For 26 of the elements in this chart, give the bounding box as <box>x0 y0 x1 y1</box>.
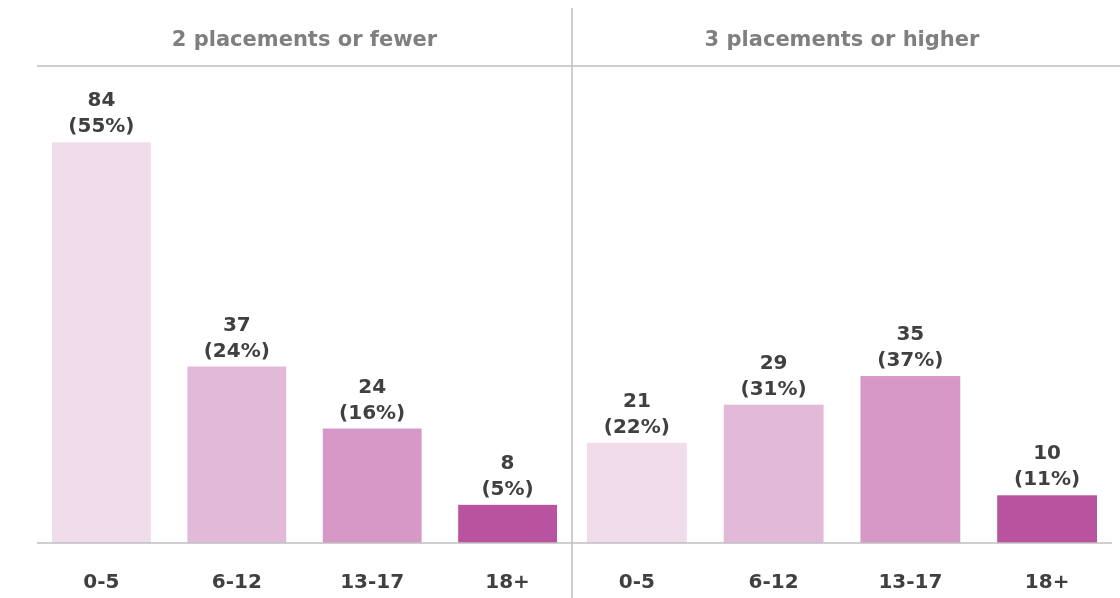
data-label: 37 (24%) <box>203 311 270 362</box>
chart-title: 2 placements or fewer <box>171 27 438 51</box>
x-tick-label: 13-17 <box>878 569 943 593</box>
data-label: 8 (5%) <box>481 449 534 500</box>
bar <box>458 504 557 543</box>
data-label: 84 (55%) <box>68 87 135 138</box>
data-label: 21 (22%) <box>603 387 670 438</box>
x-tick-label: 0-5 <box>618 569 655 593</box>
data-label: 29 (31%) <box>740 349 807 400</box>
bar <box>52 142 151 543</box>
bar <box>860 376 961 543</box>
data-label: 35 (37%) <box>877 321 944 372</box>
bar <box>587 442 687 543</box>
chart-title: 3 placements or higher <box>704 27 981 51</box>
bar <box>723 404 824 543</box>
x-tick-label: 6-12 <box>748 569 799 593</box>
bar <box>322 428 422 543</box>
x-tick-label: 18+ <box>1024 569 1070 593</box>
bar <box>187 366 287 543</box>
x-tick-label: 13-17 <box>340 569 405 593</box>
x-tick-label: 0-5 <box>83 569 120 593</box>
bar <box>997 495 1097 543</box>
x-tick-label: 6-12 <box>211 569 262 593</box>
x-tick-label: 18+ <box>485 569 530 593</box>
data-label: 10 (11%) <box>1014 440 1081 491</box>
data-label: 24 (16%) <box>339 373 406 424</box>
